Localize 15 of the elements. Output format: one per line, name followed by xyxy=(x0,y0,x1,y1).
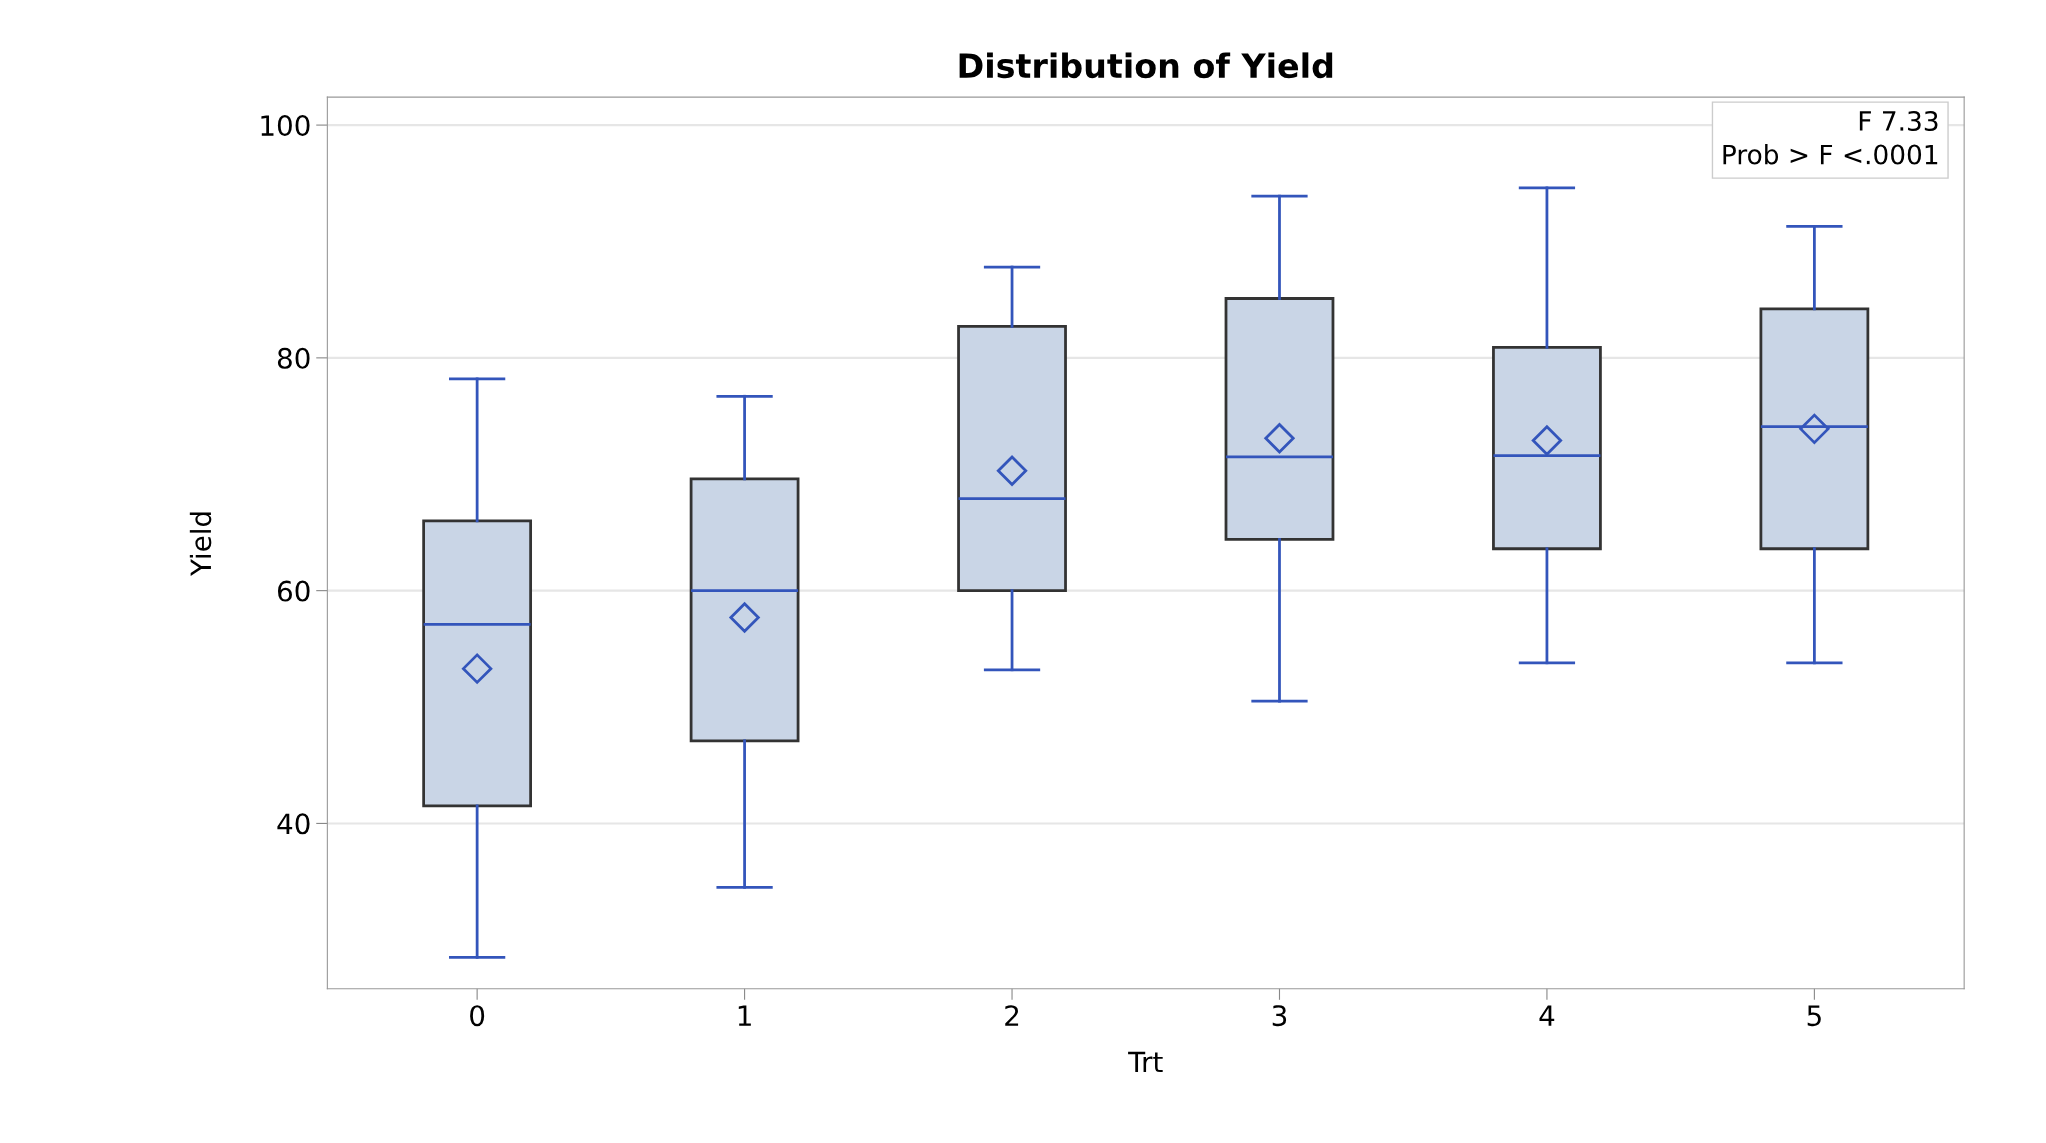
y-tick-label: 40 xyxy=(277,813,310,835)
y-tick-label: 80 xyxy=(277,347,310,369)
y-tick-label: 100 xyxy=(261,115,310,137)
x-tick-label: 3 xyxy=(1272,1005,1287,1027)
x-tick-label: 2 xyxy=(1005,1005,1019,1026)
x-axis-title: Trt xyxy=(1128,1051,1163,1073)
x-tick-label: 4 xyxy=(1539,1005,1555,1026)
annotation: F 7.33 xyxy=(1859,110,1938,131)
y-axis-title: Yield xyxy=(189,512,212,577)
x-tick-label: 5 xyxy=(1807,1005,1821,1027)
y-tick-label: 60 xyxy=(277,580,310,602)
x-tick-label: 0 xyxy=(470,1005,485,1027)
chart-title: Distribution of Yield xyxy=(959,52,1333,79)
x-tick-label: 1 xyxy=(738,1005,751,1026)
annotation: Prob > F <.0001 xyxy=(1723,144,1938,165)
